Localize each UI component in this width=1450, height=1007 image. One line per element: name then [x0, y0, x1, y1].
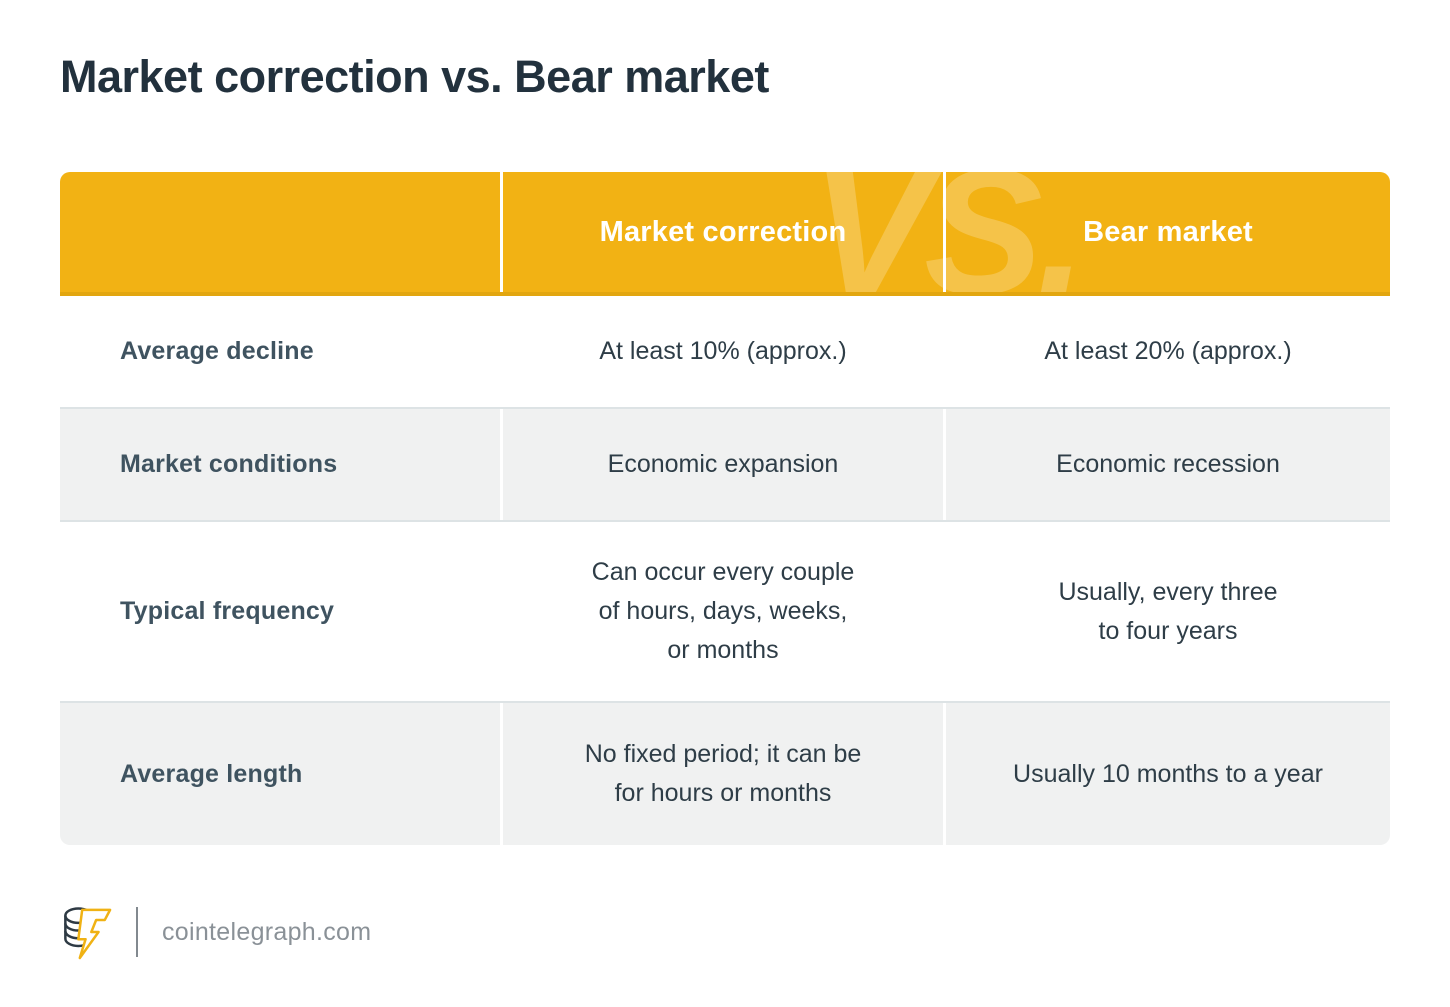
- table-row-market-conditions: Market conditions Economic expansion Eco…: [60, 407, 1390, 522]
- row-label: Average length: [60, 703, 503, 845]
- lightning-bolt-icon: [77, 908, 112, 960]
- cell-bear-market: Economic recession: [1056, 450, 1280, 479]
- cointelegraph-logo-icon: [64, 907, 112, 960]
- header-cell-bear-market: Bear market: [946, 172, 1390, 292]
- header-label-bear-market: Bear market: [1083, 215, 1253, 248]
- table-row-typical-frequency: Typical frequency Can occur every couple…: [60, 522, 1390, 701]
- header-empty-cell: [60, 172, 503, 292]
- table-row-average-length: Average length No fixed period; it can b…: [60, 701, 1390, 845]
- cell-market-correction: At least 10% (approx.): [503, 296, 946, 407]
- cell-bear-market: Usually 10 months to a year: [1013, 759, 1323, 788]
- row-label: Average decline: [60, 296, 503, 407]
- cell-bear-market: At least 20% (approx.): [1044, 337, 1292, 366]
- cell-bear-market: Usually, every three to four years: [1058, 577, 1278, 645]
- footer: cointelegraph.com: [62, 898, 371, 966]
- row-label: Market conditions: [60, 409, 503, 520]
- cell-market-correction: No fixed period; it can be for hours or …: [503, 703, 946, 845]
- comparison-table: VS. Market correction Bear market Averag…: [60, 172, 1390, 845]
- cell-market-correction: Can occur every couple of hours, days, w…: [503, 522, 946, 701]
- row-label: Typical frequency: [60, 522, 503, 701]
- footer-divider: [136, 907, 138, 957]
- page-title: Market correction vs. Bear market: [60, 51, 769, 102]
- header-cell-market-correction: Market correction: [503, 172, 946, 292]
- site-name: cointelegraph.com: [162, 917, 372, 946]
- header-label-market-correction: Market correction: [599, 215, 847, 248]
- table-row-average-decline: Average decline At least 10% (approx.) A…: [60, 296, 1390, 407]
- cell-market-correction: Economic expansion: [503, 409, 946, 520]
- table-header-row: VS. Market correction Bear market: [60, 172, 1390, 296]
